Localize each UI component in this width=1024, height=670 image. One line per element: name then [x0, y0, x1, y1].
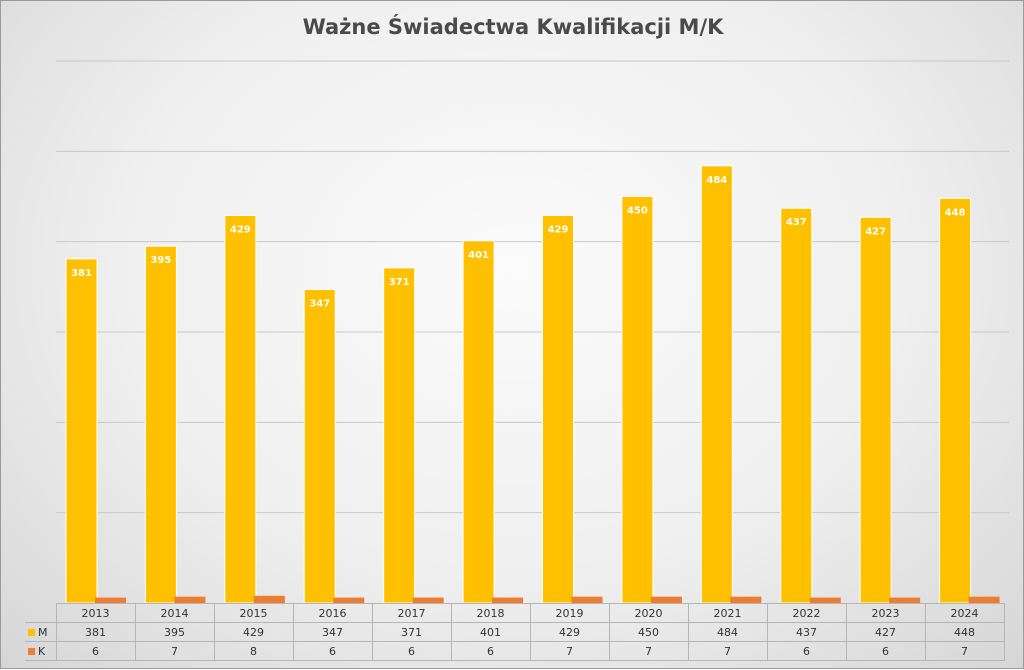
category-label: 2018: [450, 603, 531, 623]
table-cell-k: 7: [529, 641, 610, 661]
bar-k-2021: [730, 596, 762, 603]
data-label-m-2013: 381: [71, 268, 92, 279]
bar-m-2021: [700, 165, 733, 604]
table-cell-k: 6: [845, 641, 926, 661]
bar-k-2023: [889, 597, 921, 603]
data-label-m-2018: 401: [468, 250, 489, 261]
data-table-header-row: 2013 2014 2015 2016 2017 2018 2019 2020 2021 2022…: [25, 603, 1005, 623]
bar-m-2013: [65, 258, 98, 604]
table-cell-m: 448: [924, 622, 1005, 642]
bar-m-2017: [383, 267, 416, 604]
category-label: 2013: [55, 603, 136, 623]
category-label: 2019: [529, 603, 610, 623]
data-table: 2013 2014 2015 2016 2017 2018 2019 2020 2021 2022…: [25, 603, 1005, 661]
bar-m-2014: [144, 245, 177, 604]
table-cell-m: 429: [529, 622, 610, 642]
series-name: K: [38, 644, 46, 658]
series-name: M: [38, 625, 48, 639]
chart-title: Ważne Świadectwa Kwalifikacji M/K: [302, 15, 724, 39]
data-label-m-2020: 450: [627, 206, 648, 217]
bar-k-2019: [571, 596, 603, 603]
data-label-m-2015: 429: [230, 224, 251, 235]
bar-m-2015: [224, 214, 257, 604]
bar-k-2013: [95, 597, 126, 603]
bar-m-2016: [303, 289, 336, 604]
data-label-m-2014: 395: [150, 255, 171, 266]
legend-swatch: [28, 648, 35, 655]
category-label: 2024: [924, 603, 1005, 623]
bar-k-2017: [412, 597, 444, 603]
category-label: 2016: [292, 603, 373, 623]
table-cell-k: 6: [766, 641, 847, 661]
category-label: 2015: [213, 603, 294, 623]
data-label-m-2017: 371: [389, 277, 410, 288]
table-cell-k: 6: [371, 641, 452, 661]
bar-k-2014: [174, 596, 206, 603]
bar-k-2016: [333, 597, 365, 603]
bar-k-2018: [492, 597, 524, 603]
table-cell-m: 450: [608, 622, 689, 642]
table-cell-k: 7: [608, 641, 689, 661]
table-cell-m: 381: [55, 622, 136, 642]
table-cell-m: 347: [292, 622, 373, 642]
table-cell-k: 6: [450, 641, 531, 661]
table-cell-m: 401: [450, 622, 531, 642]
table-cell-k: 7: [134, 641, 215, 661]
table-cell-m: 395: [134, 622, 215, 642]
category-label: 2021: [687, 603, 768, 623]
table-cell-k: 7: [924, 641, 1005, 661]
data-label-m-2021: 484: [706, 175, 727, 186]
data-table-row-m: M 381 395 429 347 371 401 429 450 484 437 427 448: [25, 622, 1005, 642]
bar-k-2024: [968, 596, 1000, 603]
data-label-m-2023: 427: [865, 226, 886, 237]
category-label: 2020: [608, 603, 689, 623]
table-cell-m: 429: [213, 622, 294, 642]
bar-k-2020: [650, 596, 682, 603]
table-cell-m: 484: [687, 622, 768, 642]
category-label: 2023: [845, 603, 926, 623]
bar-m-2020: [621, 196, 654, 604]
table-cell-m: 371: [371, 622, 452, 642]
table-corner: [25, 603, 57, 623]
table-cell-m: 427: [845, 622, 926, 642]
bar-m-2023: [859, 216, 892, 604]
legend-entry-k: K: [25, 641, 57, 661]
data-label-m-2024: 448: [945, 207, 966, 218]
data-label-m-2019: 429: [548, 224, 569, 235]
bar-m-2024: [939, 197, 972, 604]
table-cell-k: 7: [687, 641, 768, 661]
bar-m-2022: [780, 207, 813, 604]
data-label-m-2022: 437: [786, 217, 807, 228]
bar-k-2022: [809, 597, 841, 603]
legend-swatch: [28, 629, 35, 636]
table-cell-m: 437: [766, 622, 847, 642]
category-label: 2014: [134, 603, 215, 623]
bar-k-2015: [253, 595, 285, 603]
category-label: 2022: [766, 603, 847, 623]
bar-m-2019: [542, 214, 574, 604]
bar-m-2018: [462, 240, 495, 604]
table-cell-k: 6: [55, 641, 136, 661]
table-cell-k: 8: [213, 641, 294, 661]
category-label: 2017: [371, 603, 452, 623]
legend-entry-m: M: [25, 622, 57, 642]
table-cell-k: 6: [292, 641, 373, 661]
data-label-m-2016: 347: [309, 299, 330, 310]
